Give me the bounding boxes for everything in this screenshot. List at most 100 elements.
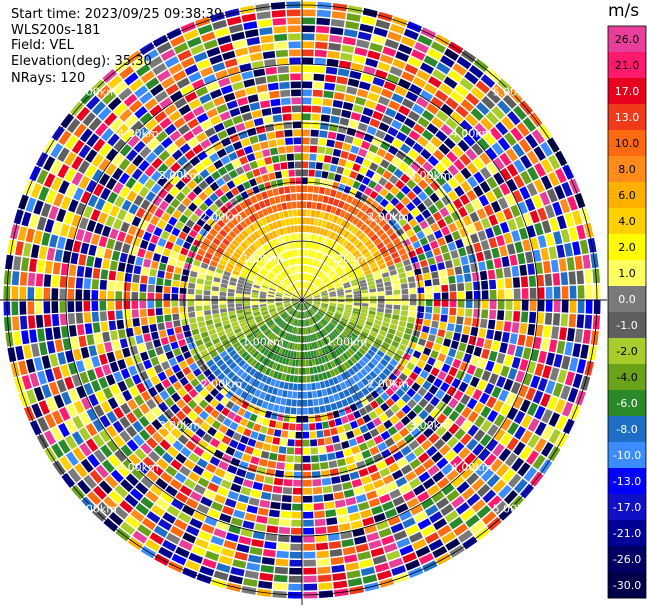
ppi-gate-cell bbox=[433, 343, 442, 352]
ppi-gate-cell bbox=[357, 148, 368, 158]
ppi-gate-cell bbox=[483, 132, 496, 146]
ppi-gate-cell bbox=[264, 181, 272, 190]
ppi-gate-cell bbox=[413, 366, 422, 375]
ppi-gate-cell bbox=[334, 417, 343, 426]
ppi-gate-cell bbox=[308, 274, 312, 282]
ppi-gate-cell bbox=[336, 458, 347, 467]
ppi-gate-cell bbox=[94, 366, 105, 379]
ppi-gate-cell bbox=[386, 350, 395, 358]
ppi-gate-cell bbox=[171, 307, 179, 314]
ppi-gate-cell bbox=[361, 449, 372, 459]
colorbar-tick-label: 0.0 bbox=[618, 293, 636, 306]
ppi-gate-cell bbox=[302, 289, 305, 297]
ppi-gate-cell bbox=[316, 17, 331, 26]
ppi-gate-cell bbox=[331, 107, 342, 116]
ppi-gate-cell bbox=[445, 330, 454, 340]
ppi-gate-cell bbox=[28, 315, 36, 329]
ppi-gate-cell bbox=[323, 229, 329, 237]
ppi-gate-cell bbox=[140, 351, 149, 362]
range-ring-label: 5.00km bbox=[493, 85, 535, 98]
ppi-gate-cell bbox=[459, 361, 469, 372]
ppi-gate-cell bbox=[492, 443, 505, 457]
ppi-gate-cell bbox=[526, 450, 539, 465]
ppi-gate-cell bbox=[336, 235, 343, 243]
ppi-gate-cell bbox=[420, 90, 433, 102]
ppi-gate-cell bbox=[94, 257, 103, 269]
ppi-gate-cell bbox=[139, 300, 147, 309]
ppi-gate-cell bbox=[248, 497, 260, 506]
ppi-gate-cell bbox=[294, 463, 302, 471]
ppi-gate-cell bbox=[351, 445, 361, 455]
ppi-gate-cell bbox=[441, 363, 451, 373]
ppi-gate-cell bbox=[307, 399, 314, 407]
ppi-gate-cell bbox=[243, 78, 256, 88]
ppi-gate-cell bbox=[370, 246, 378, 254]
ppi-gate-cell bbox=[318, 244, 323, 252]
ppi-gate-cell bbox=[373, 479, 385, 489]
ppi-gate-cell bbox=[532, 249, 542, 262]
ppi-gate-cell bbox=[70, 336, 79, 349]
ppi-gate-cell bbox=[294, 447, 302, 455]
ppi-gate-cell bbox=[108, 320, 117, 331]
ppi-gate-cell bbox=[147, 284, 155, 293]
ppi-gate-cell bbox=[229, 107, 241, 117]
ppi-gate-cell bbox=[219, 300, 227, 305]
ppi-gate-cell bbox=[345, 160, 354, 169]
ppi-gate-cell bbox=[357, 551, 371, 561]
ppi-gate-cell bbox=[380, 267, 388, 274]
ppi-gate-cell bbox=[133, 326, 142, 336]
ppi-gate-cell bbox=[326, 58, 339, 67]
ppi-gate-cell bbox=[272, 404, 280, 412]
ppi-gate-cell bbox=[318, 138, 327, 146]
ppi-gate-cell bbox=[180, 312, 188, 320]
ppi-gate-cell bbox=[220, 308, 227, 313]
ppi-gate-cell bbox=[333, 580, 348, 589]
ppi-gate-cell bbox=[447, 241, 457, 251]
ppi-gate-cell bbox=[279, 518, 291, 527]
ppi-gate-cell bbox=[337, 305, 344, 309]
ppi-gate-cell bbox=[328, 322, 335, 329]
ppi-gate-cell bbox=[428, 76, 442, 88]
range-ring-label: 2.00km bbox=[201, 377, 243, 390]
ppi-gate-cell bbox=[110, 330, 119, 341]
ppi-gate-cell bbox=[282, 390, 288, 398]
ppi-gate-cell bbox=[467, 176, 478, 188]
ppi-gate-cell bbox=[249, 52, 263, 62]
ppi-gate-cell bbox=[147, 349, 157, 359]
ppi-gate-cell bbox=[296, 407, 302, 415]
ppi-gate-cell bbox=[378, 122, 390, 132]
ppi-gate-cell bbox=[454, 185, 465, 197]
ppi-gate-cell bbox=[280, 89, 291, 98]
ppi-gate-cell bbox=[356, 88, 369, 98]
ppi-gate-cell bbox=[361, 306, 369, 311]
ppi-gate-cell bbox=[297, 217, 302, 225]
ppi-gate-cell bbox=[247, 438, 257, 447]
ppi-gate-cell bbox=[226, 126, 237, 136]
ppi-gate-cell bbox=[372, 224, 381, 233]
ppi-gate-cell bbox=[325, 221, 332, 229]
ppi-gate-cell bbox=[554, 185, 566, 200]
ppi-gate-cell bbox=[483, 339, 493, 350]
ppi-gate-cell bbox=[91, 301, 99, 311]
ppi-gate-cell bbox=[520, 399, 531, 413]
ppi-gate-cell bbox=[84, 323, 93, 335]
ppi-gate-cell bbox=[315, 422, 323, 430]
ppi-gate-cell bbox=[466, 364, 477, 375]
ppi-gate-cell bbox=[382, 170, 393, 180]
ppi-gate-cell bbox=[195, 300, 203, 306]
ppi-gate-cell bbox=[485, 147, 498, 161]
ppi-gate-cell bbox=[576, 224, 586, 240]
ppi-gate-cell bbox=[498, 197, 509, 210]
ppi-gate-cell bbox=[484, 383, 495, 395]
ppi-gate-cell bbox=[512, 189, 523, 203]
ppi-gate-cell bbox=[67, 313, 76, 325]
ppi-gate-cell bbox=[140, 317, 148, 326]
ppi-gate-cell bbox=[91, 355, 101, 368]
ppi-gate-cell bbox=[390, 274, 399, 281]
ppi-gate-cell bbox=[462, 373, 473, 384]
ppi-gate-cell bbox=[289, 57, 301, 65]
ppi-gate-cell bbox=[313, 268, 318, 275]
ppi-gate-cell bbox=[336, 226, 343, 234]
ppi-gate-cell bbox=[412, 196, 422, 207]
ppi-gate-cell bbox=[242, 520, 255, 530]
